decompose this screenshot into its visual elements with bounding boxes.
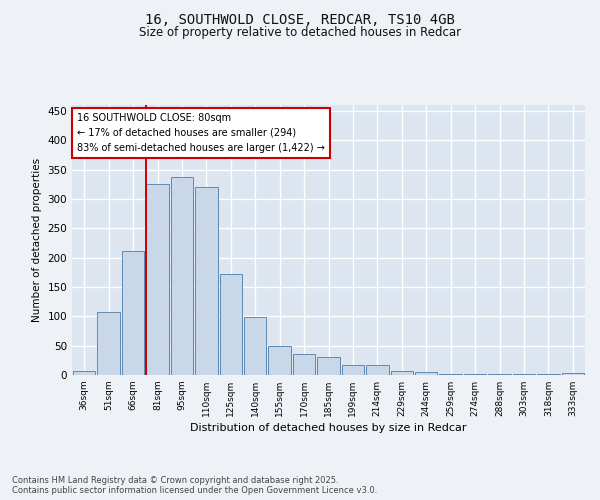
Bar: [146, 184, 169, 375]
Bar: [220, 274, 242, 375]
Bar: [464, 374, 487, 375]
Bar: [391, 371, 413, 375]
Bar: [122, 250, 145, 375]
Bar: [317, 358, 340, 375]
Bar: [488, 374, 511, 375]
Bar: [415, 372, 437, 375]
Bar: [439, 374, 462, 375]
Bar: [97, 312, 120, 375]
Text: 16, SOUTHWOLD CLOSE, REDCAR, TS10 4GB: 16, SOUTHWOLD CLOSE, REDCAR, TS10 4GB: [145, 12, 455, 26]
Bar: [537, 374, 560, 375]
Text: Size of property relative to detached houses in Redcar: Size of property relative to detached ho…: [139, 26, 461, 39]
Bar: [341, 365, 364, 375]
Bar: [268, 346, 291, 375]
Bar: [244, 318, 266, 375]
X-axis label: Distribution of detached houses by size in Redcar: Distribution of detached houses by size …: [190, 423, 467, 433]
Text: 16 SOUTHWOLD CLOSE: 80sqm
← 17% of detached houses are smaller (294)
83% of semi: 16 SOUTHWOLD CLOSE: 80sqm ← 17% of detac…: [77, 113, 325, 152]
Bar: [73, 371, 95, 375]
Y-axis label: Number of detached properties: Number of detached properties: [32, 158, 42, 322]
Bar: [366, 365, 389, 375]
Bar: [562, 373, 584, 375]
Bar: [293, 354, 316, 375]
Bar: [170, 176, 193, 375]
Bar: [195, 187, 218, 375]
Bar: [512, 374, 535, 375]
Text: Contains HM Land Registry data © Crown copyright and database right 2025.
Contai: Contains HM Land Registry data © Crown c…: [12, 476, 377, 495]
